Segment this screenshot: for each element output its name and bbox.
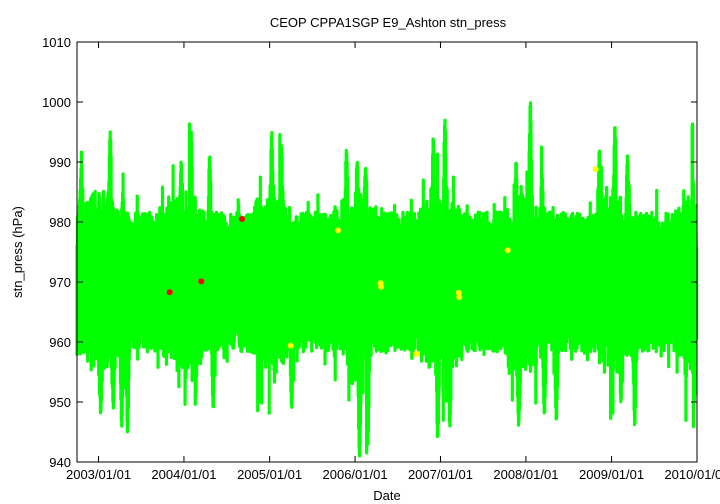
x-tick-label: 2007/01/01 <box>408 467 473 482</box>
yellow-flag-point <box>287 342 294 349</box>
flagged-points <box>166 166 599 357</box>
x-tick-label: 2010/01/01 <box>664 467 720 482</box>
x-tick-label: 2003/01/01 <box>66 467 131 482</box>
y-tick-label: 940 <box>49 455 71 470</box>
y-tick-label: 950 <box>49 395 71 410</box>
yellow-flag-point <box>413 351 420 357</box>
yellow-flag-point <box>456 294 463 300</box>
y-tick-label: 970 <box>49 275 71 290</box>
plot-frame <box>76 41 698 463</box>
x-axis-title: Date <box>373 488 400 503</box>
x-tick-label: 2008/01/01 <box>493 467 558 482</box>
y-tick-label: 980 <box>49 215 71 230</box>
y-tick-label: 960 <box>49 335 71 350</box>
x-tick-label: 2006/01/01 <box>323 467 388 482</box>
y-tick-label: 990 <box>49 155 71 170</box>
red-flag-point <box>239 216 246 222</box>
x-tick-label: 2004/01/01 <box>151 467 216 482</box>
y-tick-label: 1010 <box>42 35 71 50</box>
x-tick-label: 2005/01/01 <box>237 467 302 482</box>
y-axis-title: stn_press (hPa) <box>10 206 25 298</box>
yellow-flag-point <box>378 283 385 290</box>
y-axis: 940 950 960 970 980 990 1000 1010 <box>42 35 697 470</box>
yellow-flag-point <box>592 166 599 173</box>
chart-title: CEOP CPPA1SGP E9_Ashton stn_press <box>270 15 507 30</box>
x-tick-label: 2009/01/01 <box>579 467 644 482</box>
red-flag-point <box>166 289 173 296</box>
red-flag-point <box>198 278 205 285</box>
yellow-flag-point <box>334 227 341 234</box>
main-series-points <box>75 101 699 458</box>
y-tick-label: 1000 <box>42 95 71 110</box>
x-axis: 2003/01/01 2004/01/01 2005/01/01 2006/01/01… <box>66 42 720 482</box>
yellow-flag-point <box>504 247 511 254</box>
